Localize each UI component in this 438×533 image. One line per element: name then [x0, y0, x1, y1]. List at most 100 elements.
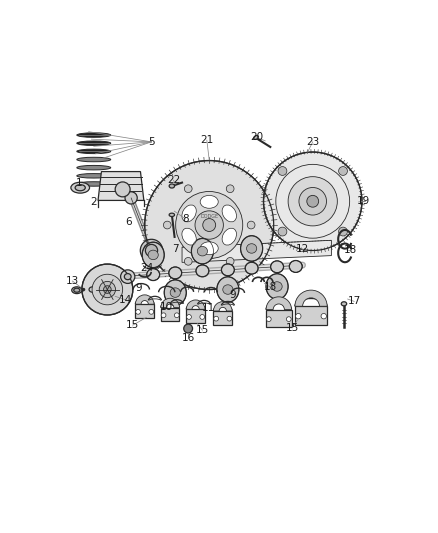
Circle shape	[339, 227, 347, 236]
Circle shape	[176, 191, 243, 259]
Circle shape	[247, 221, 255, 229]
Ellipse shape	[222, 228, 237, 245]
Circle shape	[174, 313, 179, 318]
Polygon shape	[98, 172, 144, 200]
Ellipse shape	[341, 302, 346, 306]
Circle shape	[214, 316, 219, 321]
Ellipse shape	[77, 157, 111, 161]
Ellipse shape	[217, 277, 239, 302]
Circle shape	[299, 188, 326, 215]
Ellipse shape	[169, 267, 182, 279]
Circle shape	[266, 317, 271, 321]
Text: 18: 18	[264, 282, 277, 292]
FancyBboxPatch shape	[266, 310, 292, 327]
Text: 12: 12	[296, 245, 309, 254]
Circle shape	[296, 313, 301, 319]
Ellipse shape	[77, 149, 111, 154]
Ellipse shape	[271, 261, 283, 273]
Wedge shape	[135, 295, 154, 304]
Ellipse shape	[89, 287, 96, 292]
Circle shape	[200, 314, 205, 319]
Circle shape	[278, 167, 287, 175]
Text: DODGE: DODGE	[200, 214, 218, 219]
Text: 10: 10	[160, 302, 173, 311]
Ellipse shape	[169, 184, 175, 188]
Ellipse shape	[77, 182, 111, 186]
Ellipse shape	[164, 280, 186, 305]
Ellipse shape	[170, 288, 180, 297]
Wedge shape	[295, 290, 327, 306]
Text: 7: 7	[172, 245, 179, 254]
Ellipse shape	[272, 282, 282, 291]
Ellipse shape	[223, 285, 233, 294]
Ellipse shape	[245, 262, 258, 274]
Polygon shape	[182, 240, 332, 262]
Text: 17: 17	[347, 296, 361, 306]
Text: 21: 21	[200, 135, 213, 145]
Circle shape	[125, 192, 137, 204]
Circle shape	[115, 182, 130, 197]
FancyBboxPatch shape	[295, 306, 327, 325]
Text: 15: 15	[126, 320, 139, 330]
Circle shape	[264, 152, 362, 251]
Circle shape	[321, 313, 326, 319]
Circle shape	[145, 160, 274, 289]
Circle shape	[184, 324, 193, 333]
Ellipse shape	[169, 213, 175, 216]
Text: 6: 6	[125, 216, 132, 227]
Circle shape	[187, 314, 191, 319]
Text: 9: 9	[136, 283, 142, 293]
Text: 16: 16	[181, 333, 195, 343]
Circle shape	[149, 310, 154, 314]
Circle shape	[163, 221, 171, 229]
Ellipse shape	[197, 246, 208, 256]
Text: 2: 2	[91, 197, 97, 207]
Ellipse shape	[200, 242, 218, 255]
Ellipse shape	[266, 274, 288, 299]
Text: 5: 5	[148, 137, 155, 147]
Ellipse shape	[222, 264, 234, 276]
Text: 13: 13	[66, 276, 79, 286]
Text: 8: 8	[182, 214, 189, 224]
Circle shape	[184, 257, 192, 265]
Ellipse shape	[147, 269, 159, 280]
Ellipse shape	[120, 270, 135, 284]
Ellipse shape	[77, 174, 111, 178]
Ellipse shape	[148, 250, 158, 260]
Circle shape	[82, 264, 133, 315]
Ellipse shape	[71, 182, 89, 193]
Ellipse shape	[77, 165, 111, 170]
Ellipse shape	[182, 205, 196, 222]
Ellipse shape	[77, 133, 111, 138]
Circle shape	[184, 185, 192, 192]
Text: 18: 18	[343, 246, 357, 255]
Circle shape	[99, 281, 116, 297]
Text: 24: 24	[140, 263, 153, 273]
Ellipse shape	[124, 273, 131, 280]
Wedge shape	[186, 300, 205, 309]
Wedge shape	[266, 297, 292, 310]
Text: 15: 15	[196, 325, 209, 335]
Circle shape	[286, 317, 291, 321]
Circle shape	[136, 310, 141, 314]
Ellipse shape	[290, 261, 302, 272]
Text: 20: 20	[251, 133, 264, 142]
Text: 19: 19	[357, 196, 370, 206]
Ellipse shape	[222, 205, 237, 222]
Text: 9: 9	[230, 289, 236, 300]
Circle shape	[307, 196, 318, 207]
Text: 23: 23	[306, 137, 319, 147]
Circle shape	[145, 245, 158, 256]
Circle shape	[278, 227, 287, 236]
Ellipse shape	[247, 244, 257, 253]
Text: 14: 14	[119, 295, 132, 305]
Wedge shape	[161, 298, 180, 308]
Circle shape	[226, 185, 234, 192]
Circle shape	[226, 257, 234, 265]
Text: 22: 22	[167, 175, 180, 185]
Wedge shape	[213, 302, 232, 311]
FancyBboxPatch shape	[135, 304, 154, 318]
Circle shape	[92, 274, 123, 305]
Ellipse shape	[182, 228, 196, 245]
Ellipse shape	[200, 196, 218, 208]
